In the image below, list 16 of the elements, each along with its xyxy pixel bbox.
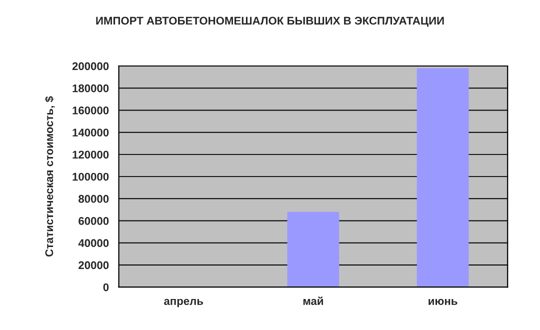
y-tick-label: 200000 bbox=[72, 62, 109, 70]
y-tick-label: 100000 bbox=[72, 172, 109, 181]
y-tick-label: 0 bbox=[103, 283, 109, 292]
y-axis-title: Статистическая стоимость, $ bbox=[44, 96, 55, 257]
y-tick-label: 180000 bbox=[72, 84, 109, 92]
y-tick-label: 20000 bbox=[78, 261, 109, 270]
y-tick-label: 80000 bbox=[78, 194, 109, 203]
y-tick-label: 120000 bbox=[72, 150, 109, 159]
x-tick-label: май bbox=[303, 296, 323, 305]
y-tick-label: 160000 bbox=[72, 106, 109, 114]
chart-title: ИМПОРТ АВТОБЕТОНОМЕШАЛОК БЫВШИХ В ЭКСПЛУАТАЦИИ bbox=[96, 16, 444, 27]
x-tick-label: июнь bbox=[428, 298, 458, 305]
y-tick-label: 40000 bbox=[78, 239, 109, 248]
y-tick-label: 140000 bbox=[72, 128, 109, 136]
x-tick-label: апрель bbox=[164, 298, 204, 308]
y-tick-label: 60000 bbox=[78, 217, 109, 225]
